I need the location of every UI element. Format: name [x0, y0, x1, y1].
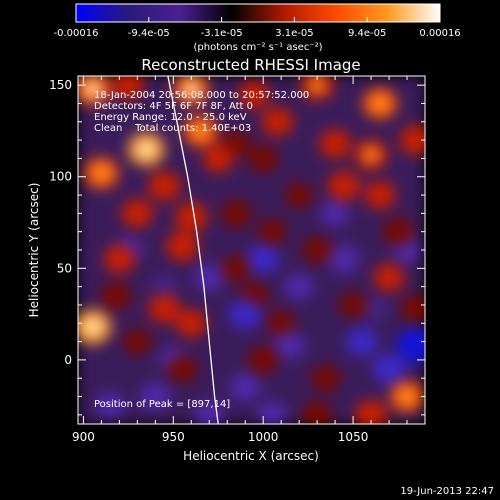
heatmap-emission-blob	[202, 144, 234, 173]
heatmap-emission-core	[371, 95, 389, 112]
heatmap-emission-core	[398, 388, 416, 405]
info-energy-range: Energy Range: 12.0 - 25.0 keV	[94, 112, 247, 123]
heatmap-emission-blob	[112, 76, 145, 100]
x-axis-tick-labels: 900 950 1000 1050	[72, 430, 368, 444]
colorbar-tick-label: -0.00016	[54, 28, 99, 39]
heatmap-emission-blob	[364, 181, 396, 210]
y-tick-label: 100	[49, 170, 72, 184]
y-tick-label: 0	[64, 353, 72, 367]
x-axis-label: Heliocentric X (arcsec)	[183, 449, 319, 463]
heatmap-negative-blob	[284, 273, 314, 300]
heatmap-negative-blob	[95, 392, 125, 419]
heatmap-emission-blob	[121, 198, 154, 228]
heatmap-negative-blob	[328, 245, 360, 274]
heatmap-emission-blob	[383, 218, 413, 246]
heatmap-emission-core	[362, 147, 380, 163]
heatmap-emission-blob	[167, 355, 197, 383]
chart-title: Reconstructed RHESSI Image	[141, 56, 360, 74]
heatmap-negative-blob	[229, 373, 261, 402]
heatmap-emission-blob	[248, 346, 279, 374]
heatmap-emission-core	[92, 165, 110, 181]
heatmap-emission-blob	[165, 231, 199, 262]
heatmap-negative-blob	[396, 327, 425, 363]
heatmap-emission-blob	[103, 245, 135, 274]
heatmap-emission-blob	[339, 292, 368, 318]
colorbar-tick-label: 9.4e-05	[348, 28, 386, 39]
heatmap-emission-blob	[148, 294, 181, 324]
peak-position-label: Position of Peak = [897,14]	[94, 399, 230, 410]
heatmap-emission-blob	[174, 202, 208, 232]
heatmap-blobs	[78, 76, 425, 424]
heatmap-negative-blob	[321, 200, 350, 227]
heatmap-emission-blob	[327, 171, 361, 201]
heatmap-emission-blob	[319, 129, 351, 159]
y-tick-label: 150	[49, 78, 72, 92]
info-time-range: 18-Jan-2004 20:56:08.000 to 20:57:52.000	[94, 90, 309, 101]
generation-timestamp: 19-Jun-2013 22:47	[400, 486, 494, 497]
colorbar-unit-label: (photons cm⁻² s⁻¹ asec⁻²)	[193, 42, 322, 53]
colorbar-tick-labels: -0.00016 -9.4e-05 -3.1e-05 3.1e-05 9.4e-05 0.…	[54, 28, 461, 39]
info-detectors: Detectors: 4F 5F 6F 7F 8F, Att 0	[94, 101, 253, 112]
heatmap-emission-blob	[123, 328, 152, 355]
y-tick-label: 50	[57, 261, 72, 275]
heatmap-emission-blob	[248, 144, 279, 173]
heatmap-emission-blob	[221, 199, 252, 227]
colorbar	[75, 3, 441, 23]
heatmap-emission-blob	[175, 309, 207, 338]
heatmap-negative-blob	[361, 296, 389, 322]
colorbar-ticks	[75, 17, 441, 22]
solar-limb-line	[167, 76, 219, 424]
y-axis-ticks	[78, 84, 425, 416]
heatmap-layer	[78, 76, 425, 424]
heatmap-emission-blob	[261, 107, 294, 137]
heatmap-negative-blob	[139, 382, 171, 411]
heatmap-emission-blob	[354, 400, 388, 424]
heatmap-emission-blob	[258, 218, 287, 245]
colorbar-tick-label: -3.1e-05	[201, 28, 243, 39]
colorbar-tick-label: 3.1e-05	[275, 28, 313, 39]
heatmap-emission-blob	[399, 125, 425, 155]
x-tick-label: 900	[72, 430, 95, 444]
info-clean-counts: Clean Total counts: 1.40E+03	[94, 123, 251, 134]
heatmap-negative-blob	[257, 401, 287, 424]
heatmap-emission-blob	[302, 401, 333, 424]
heatmap-emission-blob	[311, 365, 341, 392]
heatmap-negative-blob	[247, 244, 280, 274]
colorbar-tick-label: -9.4e-05	[128, 28, 170, 39]
heatmap-emission-blob	[238, 80, 270, 109]
heatmap-emission-blob	[302, 236, 332, 264]
heatmap-negative-blob	[150, 274, 178, 300]
x-axis-ticks	[82, 76, 426, 424]
heatmap-emission-blob	[401, 295, 425, 323]
heatmap-emission-blob	[222, 255, 251, 282]
x-tick-label: 1050	[338, 430, 369, 444]
heatmap-emission-core	[82, 318, 102, 336]
colorbar-tick-label: 0.00016	[419, 28, 460, 39]
y-axis-tick-labels: 0 50 100 150	[49, 78, 72, 367]
heatmap-emission-core	[308, 77, 326, 93]
x-tick-label: 950	[162, 430, 185, 444]
heatmap-emission-blob	[267, 310, 296, 337]
heatmap-emission-blob	[100, 282, 131, 310]
heatmap-emission-core	[182, 80, 201, 97]
heatmap-negative-blob	[194, 401, 225, 424]
heatmap-negative-blob	[275, 331, 306, 359]
heatmap-emission-blob	[285, 182, 313, 208]
heatmap-emission-core	[191, 123, 209, 139]
heatmap-emission-core	[83, 80, 102, 98]
heatmap-emission-core	[137, 140, 156, 158]
heatmap-emission-blob	[373, 263, 405, 292]
heatmap-emission-blob	[148, 171, 181, 201]
heatmap-negative-blob	[194, 263, 225, 292]
heatmap-negative-blob	[372, 354, 406, 384]
y-axis-label: Heliocentric Y (arcsec)	[27, 183, 41, 318]
x-tick-label: 1000	[248, 430, 279, 444]
heatmap-negative-blob	[346, 327, 378, 356]
heatmap-negative-blob	[228, 299, 262, 329]
